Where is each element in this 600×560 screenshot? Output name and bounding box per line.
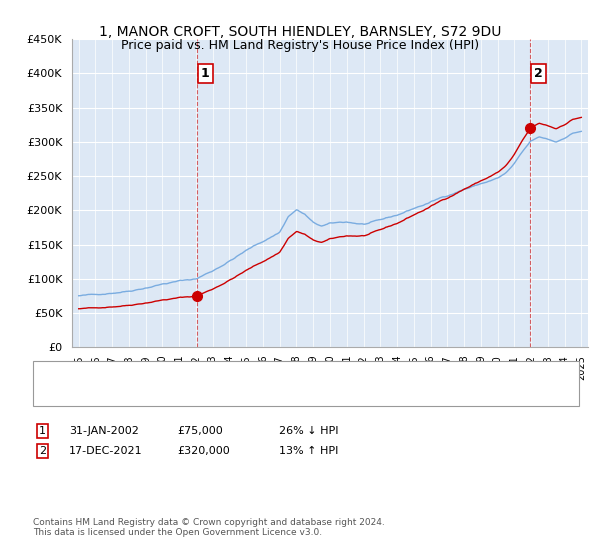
Text: 1: 1 [200, 67, 209, 80]
Text: ——: —— [36, 367, 51, 380]
Text: 17-DEC-2021: 17-DEC-2021 [69, 446, 143, 456]
Text: 1, MANOR CROFT, SOUTH HIENDLEY, BARNSLEY, S72 9DU (detached house): 1, MANOR CROFT, SOUTH HIENDLEY, BARNSLEY… [72, 368, 468, 379]
Text: £320,000: £320,000 [177, 446, 230, 456]
Text: 31-JAN-2002: 31-JAN-2002 [69, 426, 139, 436]
Text: ——: —— [36, 387, 51, 400]
Text: Price paid vs. HM Land Registry's House Price Index (HPI): Price paid vs. HM Land Registry's House … [121, 39, 479, 52]
Text: 13% ↑ HPI: 13% ↑ HPI [279, 446, 338, 456]
Text: 1, MANOR CROFT, SOUTH HIENDLEY, BARNSLEY, S72 9DU: 1, MANOR CROFT, SOUTH HIENDLEY, BARNSLEY… [99, 25, 501, 39]
Text: HPI: Average price, detached house, Wakefield: HPI: Average price, detached house, Wake… [72, 389, 316, 399]
Text: £75,000: £75,000 [177, 426, 223, 436]
Text: 2: 2 [39, 446, 46, 456]
Text: Contains HM Land Registry data © Crown copyright and database right 2024.
This d: Contains HM Land Registry data © Crown c… [33, 518, 385, 538]
Text: 2: 2 [534, 67, 542, 80]
Text: 1: 1 [39, 426, 46, 436]
Text: 26% ↓ HPI: 26% ↓ HPI [279, 426, 338, 436]
